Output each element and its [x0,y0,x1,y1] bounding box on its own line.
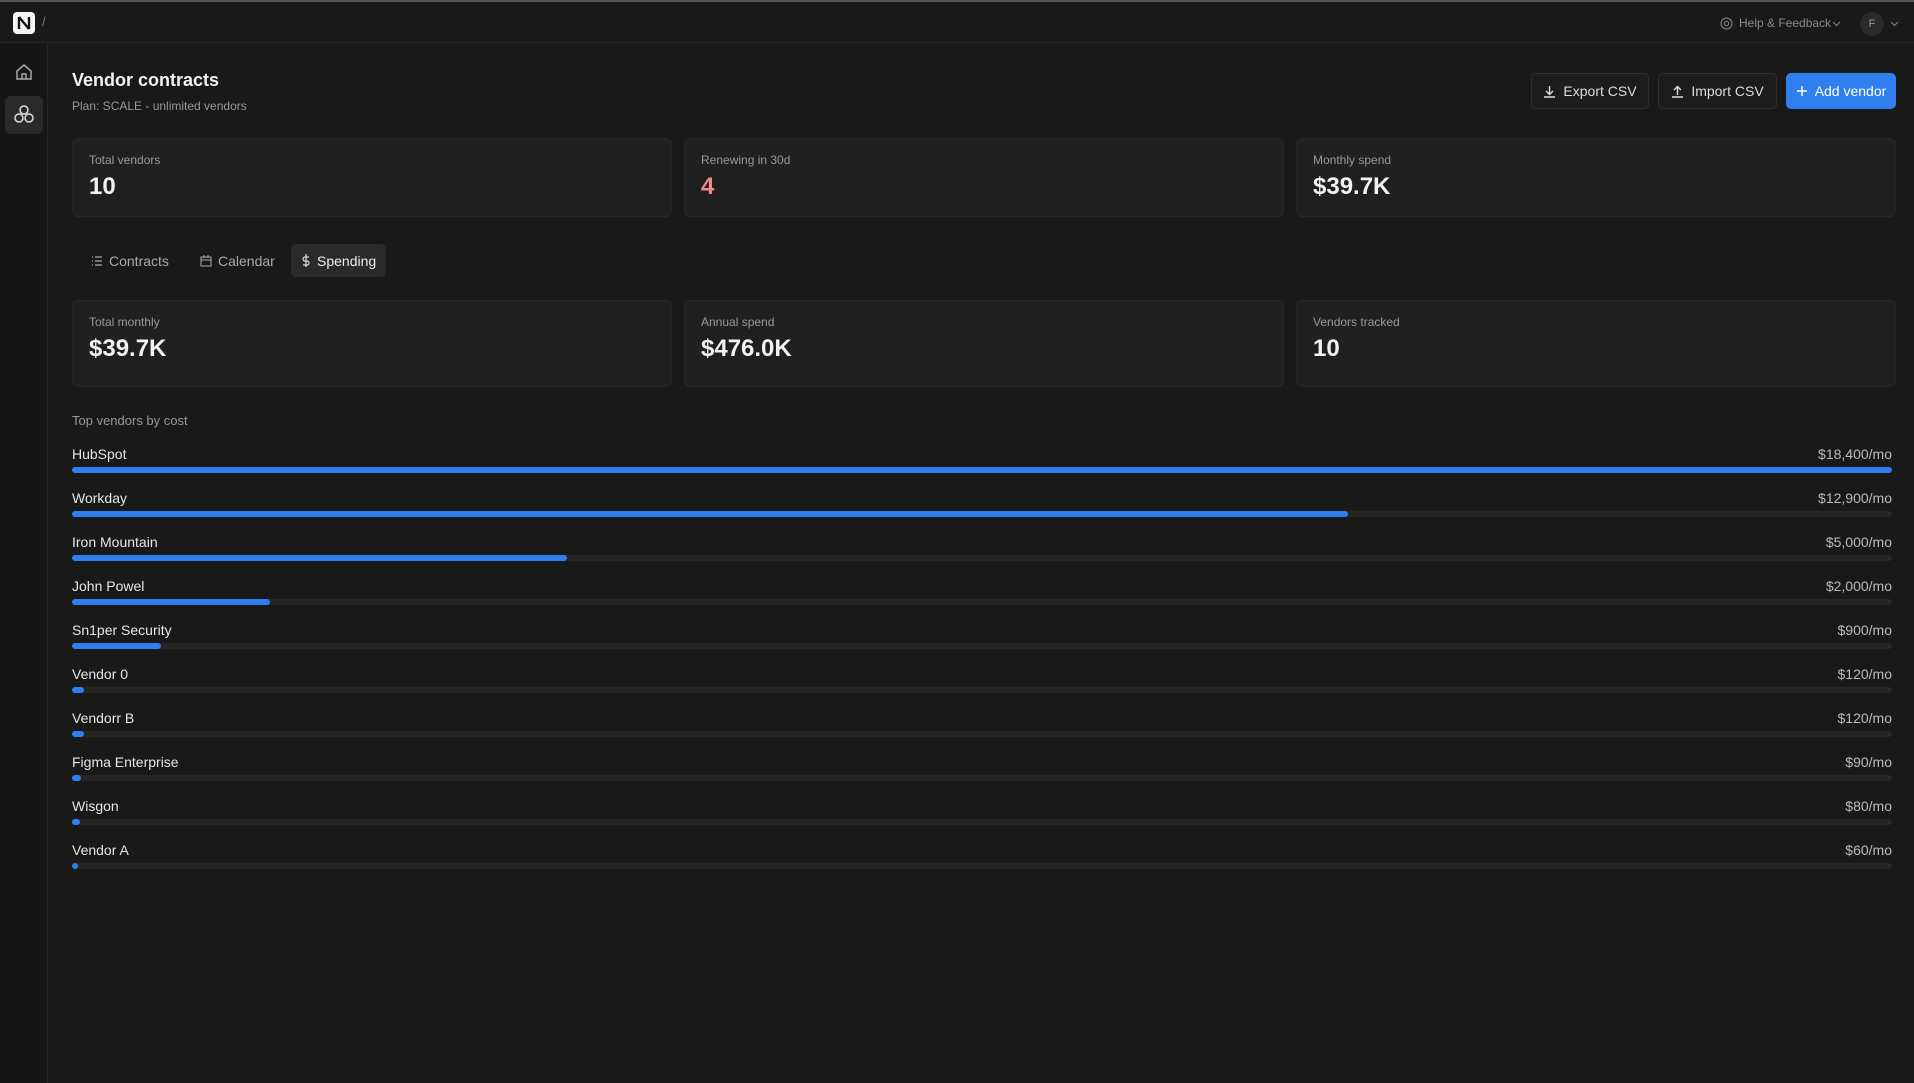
vendor-name: HubSpot [72,446,127,462]
vendor-name: Wisgon [72,798,119,814]
home-icon[interactable] [13,61,35,83]
bar [72,819,80,825]
stat-value: $39.7K [89,335,167,362]
vendor-name: Iron Mountain [72,534,158,550]
logo[interactable] [13,12,35,34]
stat-card: Vendors tracked 10 [1296,300,1896,387]
stat-label: Annual spend [701,315,775,329]
button-label: Import CSV [1691,83,1764,99]
vendor-name: John Powel [72,578,145,594]
bar [72,643,162,649]
stat-card: Monthly spend $39.7K [1296,138,1896,217]
vendor-name: Figma Enterprise [72,754,179,770]
vendors-icon [14,105,34,123]
bar [72,599,270,605]
vendor-cost: $120/mo [1837,666,1892,682]
vendor-cost: $12,900/mo [1818,490,1892,506]
stat-label: Total vendors [89,153,161,167]
tab-active[interactable]: Spending [291,244,387,277]
bar [72,731,84,737]
stat-value: $39.7K [1313,173,1391,200]
tab[interactable]: Contracts [81,244,179,277]
top-bar: / Help & Feedback F [0,0,1914,43]
stat-label: Vendors tracked [1313,315,1400,329]
stat-value: 10 [1313,335,1340,362]
bar [72,467,1892,473]
stat-label: Renewing in 30d [701,153,791,167]
stat-value: 10 [89,173,116,200]
vendor-cost: $5,000/mo [1825,534,1892,550]
tab-label: Calendar [218,252,275,269]
upload-icon [1672,85,1684,98]
plan: Plan: SCALE - unlimited vendors [72,99,247,113]
stat-card: Total monthly $39.7K [72,300,672,387]
bar [72,687,84,693]
export-button[interactable]: Export CSV [1531,73,1649,109]
bar [72,863,78,869]
breadcrumb: / [42,14,46,29]
calendar-icon [200,254,212,266]
stat-card: Total vendors 10 [72,138,672,217]
button-label: Add vendor [1814,83,1887,99]
stat-value: 4 [701,173,715,200]
import-button[interactable]: Import CSV [1658,73,1777,109]
nav-active[interactable] [5,96,43,134]
stat-card: Annual spend $476.0K [684,300,1284,387]
avatar[interactable]: F [1860,12,1884,36]
vendor-cost: $2,000/mo [1825,578,1892,594]
vendor-name: Vendor 0 [72,666,129,682]
bar [72,555,567,561]
plus-icon [1796,86,1807,96]
vendor-name: Vendorr B [72,710,135,726]
bar-track [72,687,1892,693]
stat-card: Renewing in 30d 4 [684,138,1284,217]
bar-track [72,775,1892,781]
vendor-cost: $120/mo [1837,710,1892,726]
vendor-cost: $60/mo [1845,842,1892,858]
bar-track [72,599,1892,605]
download-icon [1544,85,1556,98]
chevron [1832,21,1841,27]
stat-value: $476.0K [701,335,792,362]
vendor-name: Sn1per Security [72,622,172,638]
vendor-cost: $90/mo [1845,754,1892,770]
bar [72,511,1348,517]
vendor-name: Workday [72,490,127,506]
bar-track [72,863,1892,869]
help-icon [1720,17,1733,30]
vendor-cost: $80/mo [1845,798,1892,814]
bar-track [72,555,1892,561]
add-button[interactable]: Add vendor [1786,73,1896,109]
button-label: Export CSV [1563,83,1637,99]
stat-label: Monthly spend [1313,153,1392,167]
page-title: Vendor contracts [72,70,220,90]
tab-label: Contracts [109,252,169,269]
bar-track [72,819,1892,825]
bar-track [72,643,1892,649]
bar [72,775,81,781]
section-title: Top vendors by cost [72,413,188,428]
vendor-cost: $18,400/mo [1818,446,1892,462]
stat-label: Total monthly [89,315,160,329]
sidebar [0,43,48,1083]
chevron [1890,21,1899,27]
vendor-cost: $900/mo [1837,622,1892,638]
dollar-icon [302,254,310,267]
tab-label: Spending [317,252,377,269]
bar-track [72,731,1892,737]
vendor-name: Vendor A [72,842,129,858]
list-icon [92,255,102,266]
help-link[interactable]: Help & Feedback [1739,16,1832,30]
tab[interactable]: Calendar [190,244,285,277]
